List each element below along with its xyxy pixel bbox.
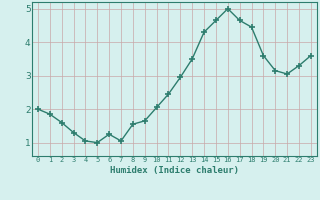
X-axis label: Humidex (Indice chaleur): Humidex (Indice chaleur): [110, 166, 239, 175]
